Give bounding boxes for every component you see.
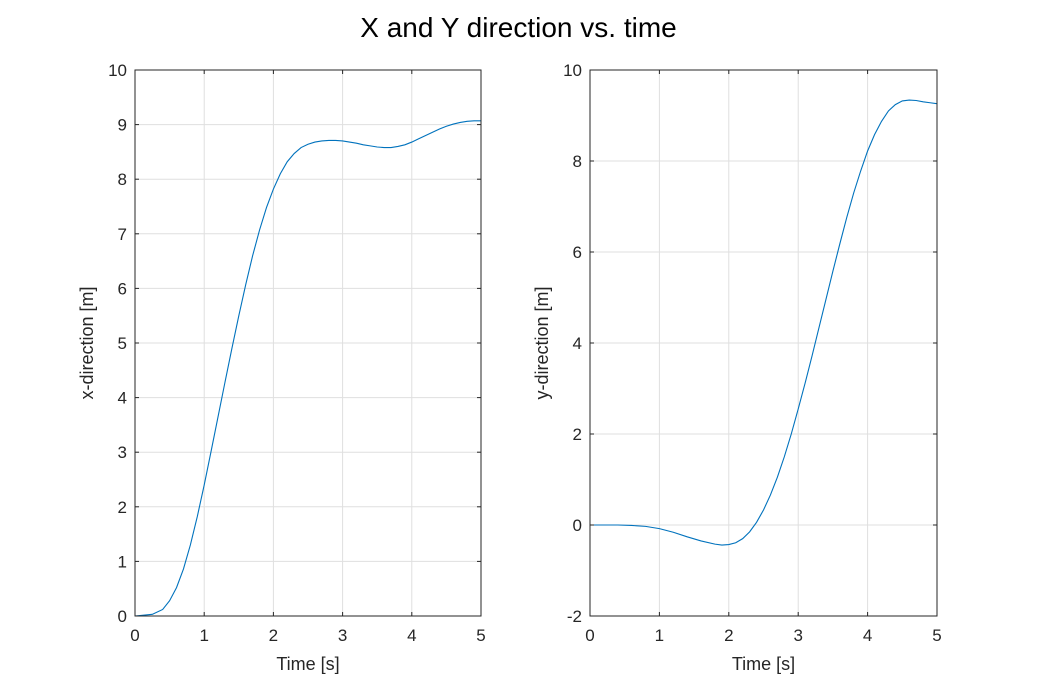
- x-tick-label: 5: [476, 626, 485, 645]
- series-line-0: [590, 99, 938, 546]
- x-tick-label: 4: [863, 626, 872, 645]
- x-tick-label: 0: [585, 626, 594, 645]
- y-tick-label: 8: [118, 170, 127, 189]
- y-tick-label: 1: [118, 552, 127, 571]
- series-line-0: [134, 120, 481, 617]
- y-tick-label: 8: [573, 152, 582, 171]
- x-tick-label: 3: [338, 626, 347, 645]
- y-tick-label: 4: [118, 389, 127, 408]
- y-tick-label: 0: [573, 516, 582, 535]
- x-axis-label: Time [s]: [732, 654, 795, 674]
- x-tick-label: 1: [199, 626, 208, 645]
- y-axis-label: x-direction [m]: [77, 286, 97, 399]
- y-tick-label: 9: [118, 116, 127, 135]
- x-tick-label: 2: [724, 626, 733, 645]
- y-tick-label: 6: [118, 279, 127, 298]
- x-tick-label: 0: [130, 626, 139, 645]
- y-tick-label: 0: [118, 607, 127, 626]
- y-tick-label: 4: [573, 334, 582, 353]
- y-tick-label: 7: [118, 225, 127, 244]
- y-axis-label: y-direction [m]: [532, 286, 552, 399]
- y-tick-label: 3: [118, 443, 127, 462]
- left-subplot-x-direction: 0 1 2 3 4 5 0 1 2 3 4 5 6 7 8 9 10 Time [s] x-direction [m…: [77, 61, 486, 674]
- y-tick-label: 6: [573, 243, 582, 262]
- y-tick-label: -2: [567, 607, 582, 626]
- y-tick-label: 10: [563, 61, 582, 80]
- y-tick-label: 2: [573, 425, 582, 444]
- y-tick-label: 5: [118, 334, 127, 353]
- x-tick-label: 4: [407, 626, 416, 645]
- x-tick-label: 3: [793, 626, 802, 645]
- x-tick-label: 1: [655, 626, 664, 645]
- y-tick-label: 10: [108, 61, 127, 80]
- x-tick-label: 2: [269, 626, 278, 645]
- x-axis-label: Time [s]: [276, 654, 339, 674]
- y-tick-label: 2: [118, 498, 127, 517]
- x-tick-label: 5: [932, 626, 941, 645]
- figure-title: X and Y direction vs. time: [360, 12, 677, 43]
